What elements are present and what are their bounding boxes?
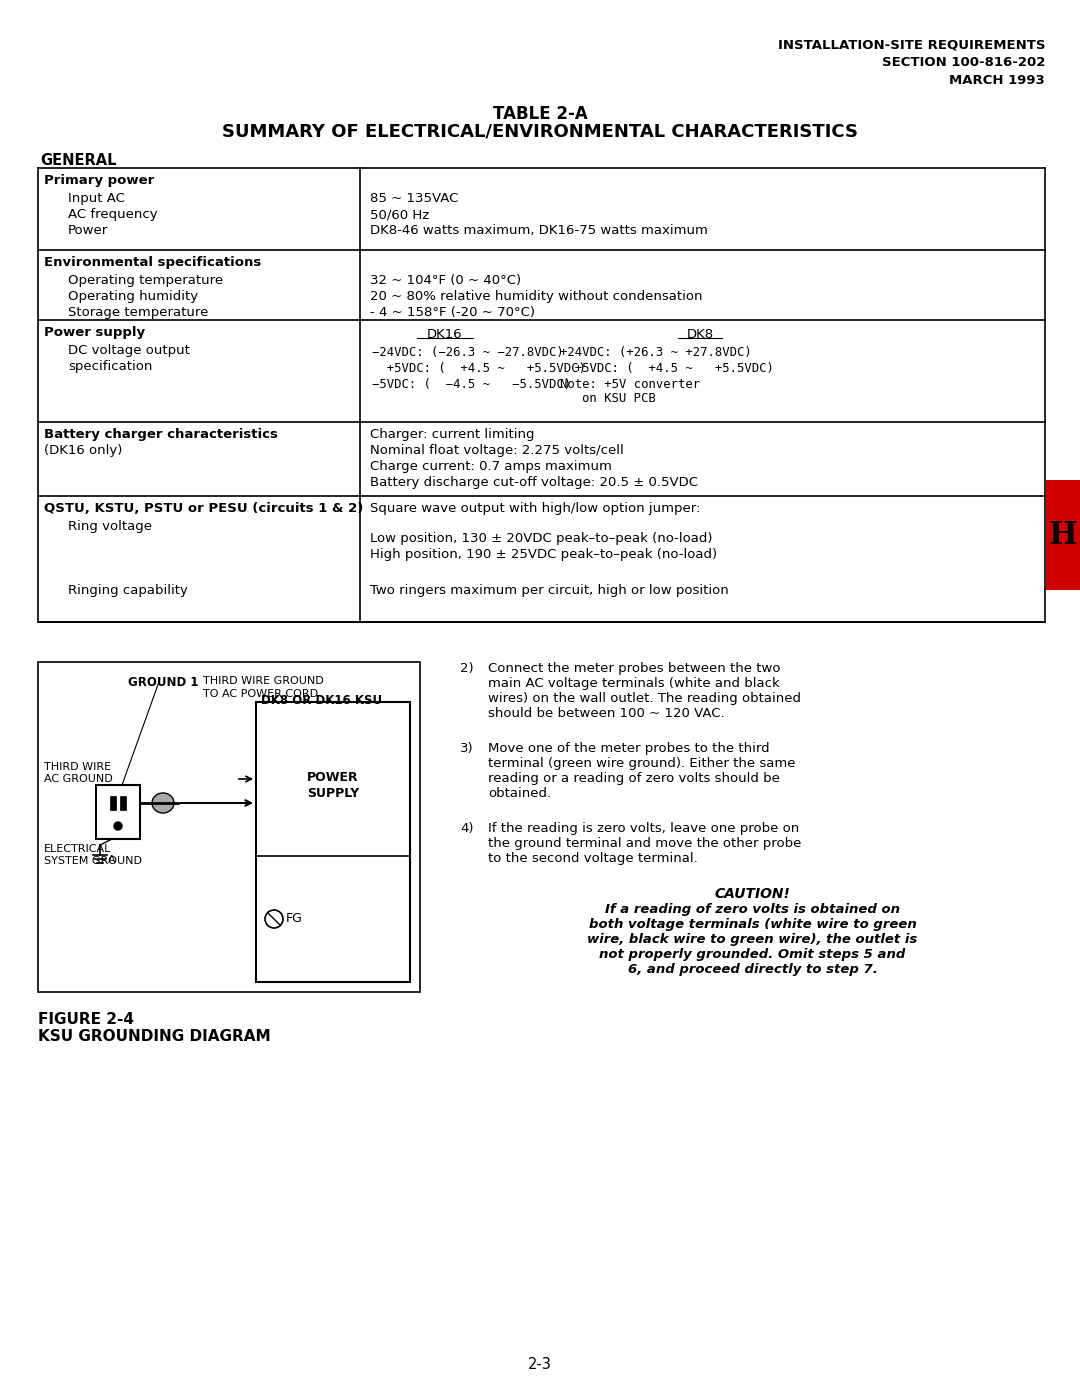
Circle shape [114,821,122,830]
Text: ELECTRICAL: ELECTRICAL [44,844,111,854]
Text: Connect the meter probes between the two: Connect the meter probes between the two [488,662,781,675]
Text: the ground terminal and move the other probe: the ground terminal and move the other p… [488,837,801,849]
Text: DK8-46 watts maximum, DK16-75 watts maximum: DK8-46 watts maximum, DK16-75 watts maxi… [370,224,707,237]
Text: both voltage terminals (white wire to green: both voltage terminals (white wire to gr… [589,918,916,930]
Text: Square wave output with high/low option jumper:: Square wave output with high/low option … [370,502,700,515]
Text: KSU GROUNDING DIAGRAM: KSU GROUNDING DIAGRAM [38,1030,271,1044]
Text: Storage temperature: Storage temperature [68,306,208,319]
Text: on KSU PCB: on KSU PCB [582,393,656,405]
Text: not properly grounded. Omit steps 5 and: not properly grounded. Omit steps 5 and [599,949,906,961]
Text: SUPPLY: SUPPLY [307,787,360,800]
Text: AC GROUND: AC GROUND [44,774,112,784]
Text: 4): 4) [460,821,473,835]
Text: - 4 ~ 158°F (-20 ~ 70°C): - 4 ~ 158°F (-20 ~ 70°C) [370,306,535,319]
Text: TO AC POWER CORD: TO AC POWER CORD [203,689,319,698]
Ellipse shape [152,793,174,813]
Text: +5VDC: (  +4.5 ~   +5.5VDC): +5VDC: ( +4.5 ~ +5.5VDC) [561,362,774,374]
Text: obtained.: obtained. [488,787,551,800]
Text: Battery discharge cut-off voltage: 20.5 ± 0.5VDC: Battery discharge cut-off voltage: 20.5 … [370,476,698,489]
Text: FIGURE 2-4: FIGURE 2-4 [38,1011,134,1027]
Text: INSTALLATION-SITE REQUIREMENTS: INSTALLATION-SITE REQUIREMENTS [778,38,1045,52]
Text: Nominal float voltage: 2.275 volts/cell: Nominal float voltage: 2.275 volts/cell [370,444,624,457]
Text: Note: +5V converter: Note: +5V converter [561,379,700,391]
Text: CAUTION!: CAUTION! [715,887,791,901]
Text: If a reading of zero volts is obtained on: If a reading of zero volts is obtained o… [605,902,900,916]
Text: Operating temperature: Operating temperature [68,274,224,286]
Text: reading or a reading of zero volts should be: reading or a reading of zero volts shoul… [488,773,780,785]
Bar [1047,481,1080,590]
Text: Battery charger characteristics: Battery charger characteristics [44,427,278,441]
Text: Ringing capability: Ringing capability [68,584,188,597]
Text: Charger: current limiting: Charger: current limiting [370,427,535,441]
Text: DK16: DK16 [428,328,463,341]
Text: THIRD WIRE: THIRD WIRE [44,761,111,773]
Bar [96,785,140,840]
Text: main AC voltage terminals (white and black: main AC voltage terminals (white and bla… [488,678,780,690]
Text: Input AC: Input AC [68,191,125,205]
Text: +5VDC: (  +4.5 ~   +5.5VDC): +5VDC: ( +4.5 ~ +5.5VDC) [372,362,585,374]
Text: Ring voltage: Ring voltage [68,520,152,534]
Text: 2-3: 2-3 [528,1356,552,1372]
Text: Power supply: Power supply [44,326,145,339]
Text: SYSTEM GROUND: SYSTEM GROUND [44,856,141,866]
Bar [120,796,126,810]
Circle shape [265,909,283,928]
Text: MARCH 1993: MARCH 1993 [949,74,1045,87]
Text: −24VDC: (−26.3 ~ −27.8VDC): −24VDC: (−26.3 ~ −27.8VDC) [372,346,564,359]
Text: A: A [108,855,116,865]
Text: TABLE 2-A: TABLE 2-A [492,105,588,123]
Text: wire, black wire to green wire), the outlet is: wire, black wire to green wire), the out… [588,933,918,946]
Text: Two ringers maximum per circuit, high or low position: Two ringers maximum per circuit, high or… [370,584,729,597]
Text: GENERAL: GENERAL [40,154,117,168]
Text: −5VDC: (  −4.5 ~   −5.5VDC): −5VDC: ( −4.5 ~ −5.5VDC) [372,379,571,391]
Text: terminal (green wire ground). Either the same: terminal (green wire ground). Either the… [488,757,796,770]
Text: GROUND 1: GROUND 1 [129,676,199,689]
Text: FG: FG [286,912,302,925]
Text: H: H [1049,520,1078,550]
Text: 32 ~ 104°F (0 ~ 40°C): 32 ~ 104°F (0 ~ 40°C) [370,274,522,286]
Text: High position, 190 ± 25VDC peak–to–peak (no-load): High position, 190 ± 25VDC peak–to–peak … [370,548,717,562]
Text: THIRD WIRE GROUND: THIRD WIRE GROUND [203,676,324,686]
Text: 50/60 Hz: 50/60 Hz [370,208,429,221]
Text: 2): 2) [460,662,474,675]
Text: 85 ~ 135VAC: 85 ~ 135VAC [370,191,458,205]
Text: AC frequency: AC frequency [68,208,158,221]
Text: 20 ~ 80% relative humidity without condensation: 20 ~ 80% relative humidity without conde… [370,291,702,303]
Text: SECTION 100-816-202: SECTION 100-816-202 [881,56,1045,68]
Bar [256,703,410,982]
Text: Power: Power [68,224,108,237]
Bar [38,662,420,992]
Bar [110,796,116,810]
Text: POWER: POWER [307,771,359,784]
Text: DC voltage output: DC voltage output [68,344,190,358]
Text: DK8: DK8 [687,328,714,341]
Text: Primary power: Primary power [44,175,154,187]
Text: (DK16 only): (DK16 only) [44,444,122,457]
Text: 3): 3) [460,742,474,754]
Text: If the reading is zero volts, leave one probe on: If the reading is zero volts, leave one … [488,821,799,835]
Text: Low position, 130 ± 20VDC peak–to–peak (no-load): Low position, 130 ± 20VDC peak–to–peak (… [370,532,713,545]
Text: 6, and proceed directly to step 7.: 6, and proceed directly to step 7. [627,963,877,977]
Text: Operating humidity: Operating humidity [68,291,198,303]
Text: should be between 100 ~ 120 VAC.: should be between 100 ~ 120 VAC. [488,707,725,719]
Text: Charge current: 0.7 amps maximum: Charge current: 0.7 amps maximum [370,460,612,474]
Text: QSTU, KSTU, PSTU or PESU (circuits 1 & 2): QSTU, KSTU, PSTU or PESU (circuits 1 & 2… [44,502,363,515]
Text: specification: specification [68,360,152,373]
Text: Environmental specifications: Environmental specifications [44,256,261,270]
Text: wires) on the wall outlet. The reading obtained: wires) on the wall outlet. The reading o… [488,692,801,705]
Text: +24VDC: (+26.3 ~ +27.8VDC): +24VDC: (+26.3 ~ +27.8VDC) [561,346,752,359]
Text: SUMMARY OF ELECTRICAL/ENVIRONMENTAL CHARACTERISTICS: SUMMARY OF ELECTRICAL/ENVIRONMENTAL CHAR… [222,123,858,141]
Text: DK8 OR DK16 KSU: DK8 OR DK16 KSU [261,694,382,707]
Text: to the second voltage terminal.: to the second voltage terminal. [488,852,698,865]
Text: Move one of the meter probes to the third: Move one of the meter probes to the thir… [488,742,770,754]
